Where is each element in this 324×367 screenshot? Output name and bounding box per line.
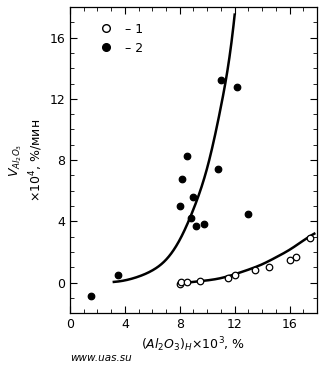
Point	[194, 223, 199, 229]
Point	[225, 275, 230, 281]
Point	[180, 175, 185, 181]
Point	[179, 279, 184, 285]
Point	[253, 268, 258, 273]
Text: www.uas.su: www.uas.su	[70, 353, 132, 363]
Point	[198, 278, 203, 284]
Point	[191, 194, 196, 200]
Point	[246, 211, 251, 217]
Point	[294, 254, 299, 259]
Point	[184, 279, 189, 285]
Point	[232, 272, 237, 278]
Point	[235, 84, 240, 90]
Point	[307, 235, 313, 241]
Point	[177, 281, 182, 287]
Point	[218, 77, 224, 83]
X-axis label: $(Al_2O_3)_H$$\times10^3$, %: $(Al_2O_3)_H$$\times10^3$, %	[141, 335, 246, 354]
Point	[88, 294, 93, 299]
Point	[177, 203, 182, 209]
Point	[188, 215, 193, 221]
Point	[266, 265, 272, 270]
Point	[287, 257, 292, 263]
Point	[184, 153, 189, 159]
Y-axis label: $V_{Al_2O_3}$
$\times10^4$, %/мин: $V_{Al_2O_3}$ $\times10^4$, %/мин	[7, 119, 45, 202]
Point	[202, 222, 207, 228]
Point	[215, 166, 221, 172]
Point	[115, 272, 121, 278]
Legend:  – 1,  – 2: – 1, – 2	[88, 16, 149, 61]
